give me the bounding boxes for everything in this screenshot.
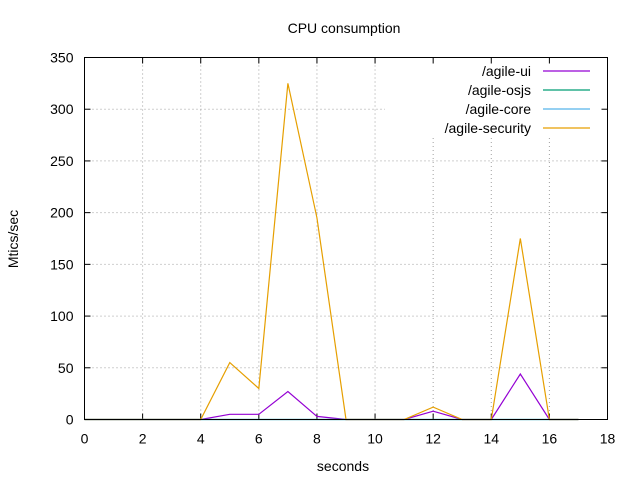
x-tick-label: 14 (483, 431, 499, 447)
y-tick-label: 100 (50, 308, 74, 324)
x-tick-label: 6 (255, 431, 263, 447)
grid-lines (84, 57, 608, 420)
axis-ticks: 0 2 4 6 8 10 12 14 16 18 0 50 100 150 200 250 300 350 (50, 50, 615, 447)
series-line-agile-ui (84, 372, 579, 421)
x-tick-label: 10 (367, 431, 383, 447)
legend-label-agile-core: /agile-core (466, 101, 532, 117)
y-tick-label: 250 (50, 153, 74, 169)
y-tick-label: 350 (50, 50, 74, 66)
x-tick-label: 18 (600, 431, 616, 447)
legend: /agile-ui/agile-osjs/agile-core/agile-se… (445, 63, 590, 136)
y-tick-label: 200 (50, 205, 74, 221)
y-tick-label: 50 (58, 360, 74, 376)
chart-title: CPU consumption (288, 20, 401, 36)
x-tick-label: 4 (197, 431, 205, 447)
x-tick-label: 16 (542, 431, 558, 447)
legend-label-agile-ui: /agile-ui (482, 63, 531, 79)
x-tick-label: 0 (81, 431, 89, 447)
x-axis-label: seconds (317, 458, 369, 474)
legend-label-agile-osjs: /agile-osjs (468, 82, 531, 98)
x-tick-label: 12 (425, 431, 441, 447)
x-tick-label: 2 (139, 431, 147, 447)
y-tick-label: 150 (50, 256, 74, 272)
plot-frame (84, 57, 608, 420)
y-tick-label: 0 (66, 412, 74, 428)
legend-label-agile-security: /agile-security (445, 120, 531, 136)
y-tick-label: 300 (50, 101, 74, 117)
y-axis-label: Mtics/sec (5, 210, 21, 268)
x-tick-label: 8 (313, 431, 321, 447)
